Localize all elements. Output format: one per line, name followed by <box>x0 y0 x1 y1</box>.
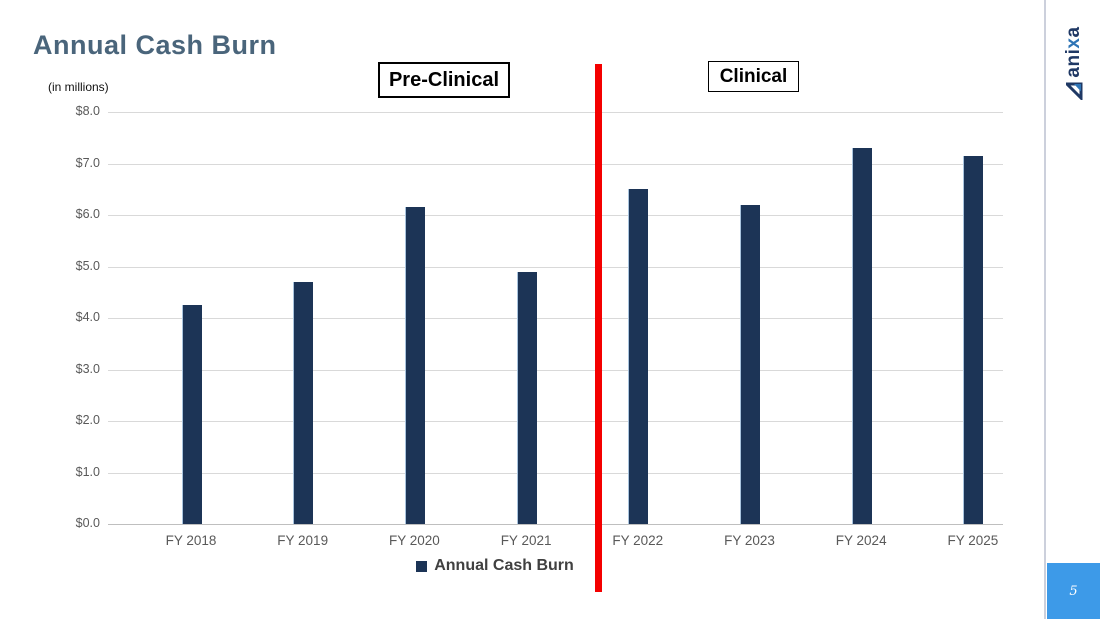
phase-label-clinical: Clinical <box>708 61 799 92</box>
anixa-triangle-icon <box>1065 82 1082 100</box>
page-title: Annual Cash Burn <box>33 30 277 60</box>
page-number: 5 <box>1069 583 1078 599</box>
bar-fy-2024 <box>851 148 872 524</box>
y-axis-tick: $0.0 <box>75 516 100 530</box>
y-axis-tick: $8.0 <box>75 104 100 118</box>
bar-fy-2018 <box>181 305 202 524</box>
y-axis-tick: $6.0 <box>75 207 100 221</box>
bar-fy-2019 <box>293 281 314 524</box>
legend-label: Annual Cash Burn <box>434 557 574 574</box>
bar-fy-2021 <box>516 271 537 524</box>
gridline-$5.0 <box>108 266 1003 268</box>
x-axis-tick: FY 2021 <box>500 533 552 548</box>
units-label: (in millions) <box>48 80 109 94</box>
x-axis-tick: FY 2024 <box>835 533 887 548</box>
gridline-$2.0 <box>108 421 1003 422</box>
anixa-logo: ani x a <box>1058 18 1090 108</box>
bar-fy-2023 <box>740 204 760 524</box>
gridline-$0.0 <box>108 524 1003 525</box>
gridline-$6.0 <box>108 215 1003 216</box>
logo-part-x: x <box>1063 37 1084 49</box>
phase-label-pre-clinical: Pre-Clinical <box>378 62 510 98</box>
bar-fy-2025 <box>963 155 984 524</box>
gridline-$7.0 <box>108 163 1003 165</box>
bar-fy-2022 <box>628 189 649 524</box>
x-axis-tick: FY 2019 <box>277 533 329 548</box>
y-axis-tick: $4.0 <box>75 310 100 324</box>
y-axis-tick: $3.0 <box>75 361 100 376</box>
phase-label-clinical-text: Clinical <box>719 65 788 87</box>
logo-part-ani: ani <box>1063 48 1084 78</box>
chart-legend: Annual Cash Burn <box>345 557 645 575</box>
anixa-logo-text: ani x a <box>1063 26 1085 77</box>
gridline-$4.0 <box>108 318 1003 319</box>
logo-part-a: a <box>1063 26 1084 38</box>
x-axis-tick: FY 2023 <box>724 533 775 548</box>
page-number-badge: 5 <box>1047 563 1100 619</box>
legend-swatch <box>416 560 428 572</box>
y-axis-tick: $5.0 <box>75 258 100 273</box>
x-axis-tick: FY 2018 <box>165 533 217 548</box>
y-axis-tick: $1.0 <box>75 464 100 479</box>
phase-label-pre-clinical-text: Pre-Clinical <box>388 68 500 91</box>
bar-fy-2020 <box>404 207 425 524</box>
gridline-$8.0 <box>108 112 1003 113</box>
gridline-$3.0 <box>108 369 1003 371</box>
x-axis-tick: FY 2022 <box>612 533 664 548</box>
y-axis-tick: $7.0 <box>75 155 100 170</box>
x-axis-tick: FY 2020 <box>388 533 440 548</box>
phase-divider-line <box>595 64 602 592</box>
sidebar-divider-line <box>1044 0 1046 619</box>
gridline-$1.0 <box>108 472 1003 474</box>
x-axis-tick: FY 2025 <box>947 533 999 548</box>
y-axis-tick: $2.0 <box>75 413 100 427</box>
